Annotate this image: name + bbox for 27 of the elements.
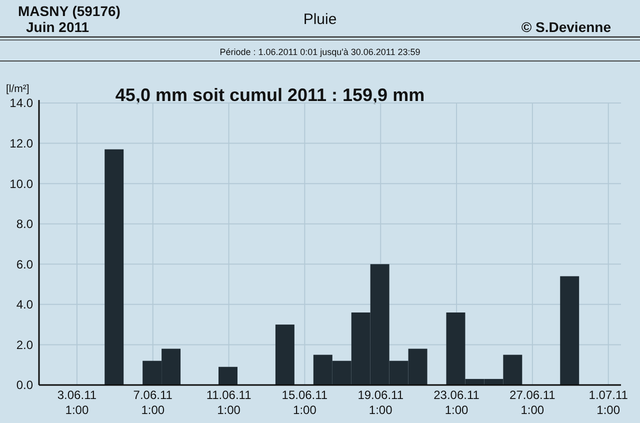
y-axis-title: [l/m²] [6,83,30,95]
bar [218,366,238,385]
bar [275,324,294,385]
x-tick-label: 3.06.11 1:00 [57,388,97,417]
x-tick-label: 23.06.11 1:00 [434,388,480,417]
y-tick-label: 10.0 [10,176,34,191]
text: MASNY (59176) [18,3,120,19]
y-tick-label: 14.0 [10,96,34,110]
chart-subtitle: 45,0 mm soit cumul 2011 : 159,9 mm [115,85,425,105]
y-tick-label: 2.0 [16,338,34,352]
x-tick-label: 1.07.11 1:00 [588,388,628,417]
y-tick-label: 0.0 [16,378,34,392]
chart-title: Pluie [303,11,337,28]
x-tick-label: 15.06.11 1:00 [282,388,328,417]
bar [560,276,580,385]
bar [104,149,124,385]
text: Période : 1.06.2011 0:01 jusqu'à 30.06.2011 23:59 [220,47,420,57]
y-tick-label: 4.0 [16,298,34,312]
y-tick-label: 12.0 [10,136,34,150]
text: Juin 2011 [26,19,90,35]
y-tick-label: 6.0 [16,257,34,272]
x-tick-label: 11.06.11 1:00 [206,388,252,417]
x-tick-label: 7.06.11 1:00 [133,388,173,417]
x-tick-label: 19.06.11 1:00 [358,388,404,417]
x-tick-label: 27.06.11 1:00 [510,388,556,417]
y-tick-label: 8.0 [16,217,34,232]
text: © S.Devienne [521,19,612,35]
